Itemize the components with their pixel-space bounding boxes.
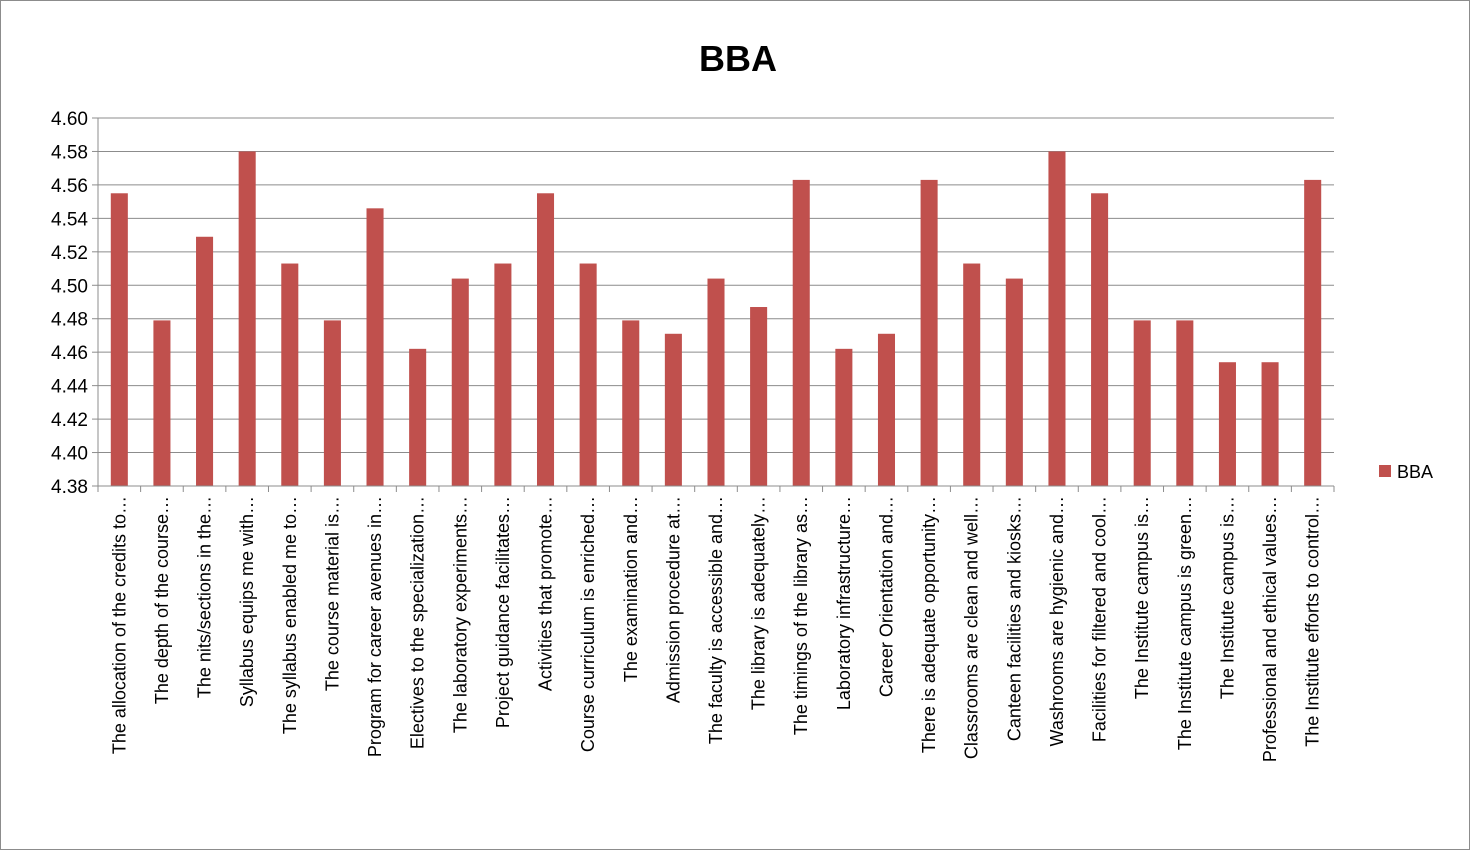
bar	[664, 333, 682, 486]
x-category-label: Project guidance facilitates…	[493, 496, 513, 728]
x-category-label: Admission procedure at…	[663, 496, 683, 703]
x-category-label: Professional and ethical values…	[1260, 496, 1280, 762]
bar	[963, 263, 981, 486]
x-category-label: There is adequate opportunity…	[919, 496, 939, 753]
bar	[494, 263, 512, 486]
bar	[366, 208, 384, 486]
axes	[97, 118, 1335, 492]
x-category-label: The faculty is accessible and…	[706, 496, 726, 744]
bar	[110, 193, 128, 487]
x-category-label: Electives to the specialization…	[408, 496, 428, 749]
y-tick-label: 4.38	[51, 477, 88, 498]
bar	[153, 320, 171, 486]
x-category-label: The laboratory experiments…	[450, 496, 470, 733]
x-category-label: The course material is…	[322, 496, 342, 691]
bar	[750, 307, 768, 486]
bar	[451, 278, 469, 486]
bar	[409, 348, 427, 486]
bar	[196, 236, 214, 486]
x-category-label: The nits/sections in the…	[195, 496, 215, 698]
bar	[877, 333, 896, 486]
x-category-label: Canteen facilities and kiosks…	[1004, 496, 1024, 741]
y-tick-label: 4.58	[51, 142, 88, 163]
x-category-label: Laboratory infrastructure…	[834, 496, 854, 710]
bar	[1176, 320, 1194, 486]
x-category-label: The Institute campus is…	[1217, 496, 1237, 699]
x-category-label: Course curriculum is enriched…	[578, 496, 598, 752]
y-tick-label: 4.50	[51, 276, 88, 297]
bar	[323, 320, 341, 486]
x-axis-category-labels: The allocation of the credits to… The dep…	[109, 496, 1322, 762]
x-category-label: Career Orientation and…	[876, 496, 896, 697]
legend-swatch	[1379, 465, 1391, 477]
bar	[792, 179, 810, 486]
bar	[835, 348, 853, 486]
y-tick-label: 4.48	[51, 310, 88, 331]
y-tick-label: 4.56	[51, 176, 88, 197]
bar	[1133, 320, 1151, 486]
x-category-label: Syllabus equips me with…	[237, 496, 257, 707]
x-category-label: Activities that promote…	[536, 496, 556, 691]
x-category-label: The allocation of the credits to…	[109, 496, 129, 754]
bar	[1304, 179, 1322, 486]
bars	[110, 151, 1322, 487]
y-tick-label: 4.46	[51, 343, 88, 364]
x-category-label: Washrooms are hygienic and…	[1047, 496, 1067, 746]
x-category-label: The Institute campus is green…	[1175, 496, 1195, 750]
x-category-label: The Institute efforts to control…	[1303, 496, 1323, 747]
chart-title: BBA	[699, 38, 777, 79]
bar	[1091, 193, 1109, 487]
bar	[579, 263, 597, 486]
legend: BBA	[1379, 462, 1433, 482]
x-category-label: The depth of the course…	[152, 496, 172, 704]
bar	[920, 179, 938, 486]
x-category-label: The examination and…	[621, 496, 641, 682]
legend-label: BBA	[1397, 462, 1433, 482]
bar	[1005, 278, 1023, 486]
bar	[622, 320, 640, 486]
x-category-label: The Institute campus is…	[1132, 496, 1152, 699]
bar	[1048, 151, 1066, 487]
x-category-label: The syllabus enabled me to…	[280, 496, 300, 734]
y-tick-label: 4.44	[51, 377, 88, 398]
y-tick-label: 4.42	[51, 410, 88, 431]
x-category-label: Program for career avenues in…	[365, 496, 385, 757]
bar	[281, 263, 299, 486]
x-category-label: Classrooms are clean and well…	[962, 496, 982, 759]
x-category-label: The timings of the library as…	[791, 496, 811, 735]
bar	[1218, 362, 1236, 486]
y-tick-label: 4.52	[51, 243, 88, 264]
bar	[536, 193, 555, 487]
bar	[707, 278, 725, 486]
y-tick-label: 4.54	[51, 209, 88, 230]
y-tick-label: 4.60	[51, 109, 88, 130]
x-category-label: Facilities for filtered and cool…	[1090, 496, 1110, 742]
bar	[1261, 362, 1279, 486]
y-tick-label: 4.40	[51, 444, 88, 465]
bar	[238, 151, 256, 487]
y-axis-tick-labels: 4.38 4.40 4.42 4.44 4.46 4.48 4.50 4.52 4.54 4.56…	[51, 109, 88, 498]
x-category-label: The library is adequately…	[749, 496, 769, 710]
